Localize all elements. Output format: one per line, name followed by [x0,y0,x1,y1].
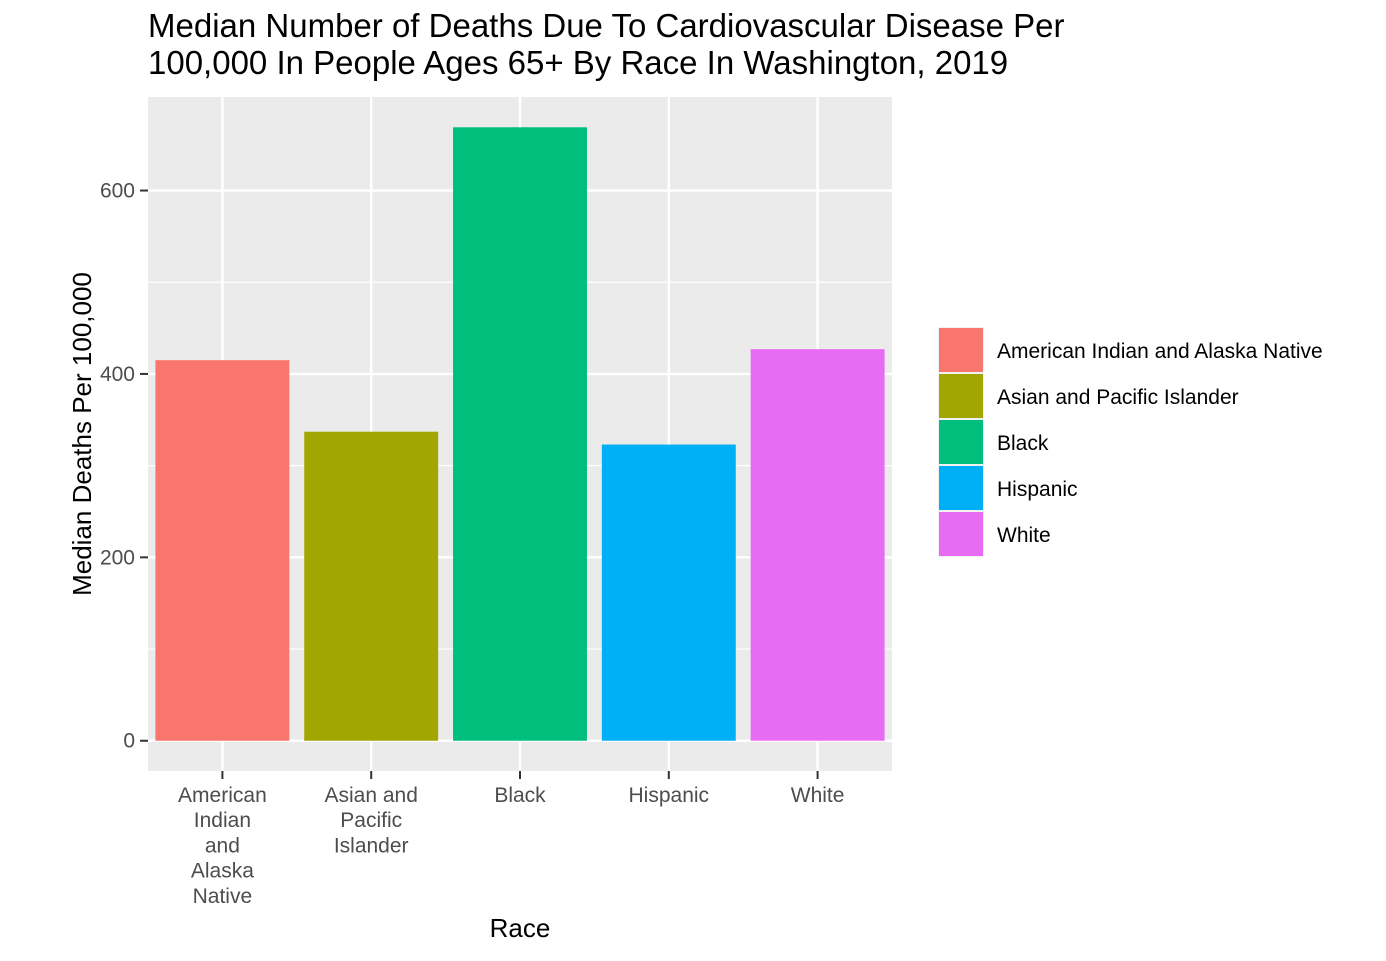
bar [601,444,736,741]
legend: American Indian and Alaska Native Asian a… [938,327,1323,557]
x-tick-label-line: White [791,784,845,807]
legend-label: Black [997,432,1049,455]
bars [155,127,885,741]
x-tick-label-line: Indian [194,809,251,832]
x-tick-label-line: Hispanic [629,784,710,807]
chart-title-line-2: 100,000 In People Ages 65+ By Race In Wa… [148,44,1008,81]
x-axis-title: Race [490,913,551,943]
bar [304,431,439,741]
x-tick-label-line: Pacific [340,809,402,832]
x-tick-label: Hispanic [629,784,710,807]
legend-swatch [939,374,983,418]
legend-label: Hispanic [997,478,1078,501]
legend-swatch [939,328,983,372]
x-tick-label-line: Islander [334,834,409,857]
x-tick-label-line: American [178,784,267,807]
legend-swatch [939,420,983,464]
chart-title: Median Number of Deaths Due To Cardiovas… [148,7,1065,81]
bar [155,360,290,741]
x-tick-label-line: Alaska [191,860,254,883]
y-tick-label: 0 [123,730,135,753]
legend-label: Asian and Pacific Islander [997,386,1239,409]
x-tick-label-line: and [205,834,240,857]
y-axis-title: Median Deaths Per 100,000 [67,272,97,596]
x-tick-label: Asian and Pacific Islander [324,784,417,857]
y-tick-label: 200 [100,546,135,569]
legend-swatch [939,466,983,510]
bar [453,127,587,741]
legend-label: White [997,524,1051,547]
bar [750,349,885,741]
chart-title-line-1: Median Number of Deaths Due To Cardiovas… [148,7,1065,44]
y-axis: 0 200 400 600 [100,180,148,753]
x-tick-label: White [791,784,845,807]
x-tick-label: American Indian and Alaska Native [178,784,267,908]
x-tick-label: Black [494,784,546,807]
y-tick-label: 600 [100,180,135,203]
x-tick-label-line: Black [494,784,546,807]
x-tick-label-line: Asian and [324,784,417,807]
legend-label: American Indian and Alaska Native [997,340,1323,363]
legend-swatch [939,512,983,556]
x-axis: American Indian and Alaska Native Asian and Pa… [178,771,844,908]
y-tick-label: 400 [100,363,135,386]
x-tick-label-line: Native [193,885,253,908]
